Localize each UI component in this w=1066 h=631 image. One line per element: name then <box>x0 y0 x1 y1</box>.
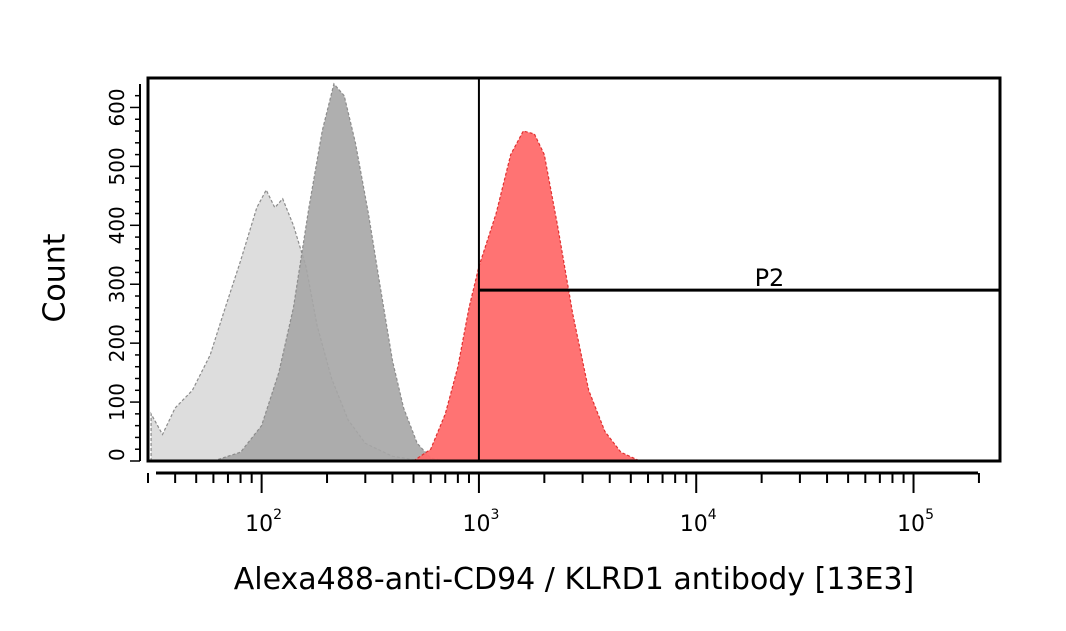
y-axis-label: Count <box>37 233 73 323</box>
histogram-series-group <box>150 82 641 462</box>
x-tick-label: 102 <box>245 507 282 537</box>
plot-frame <box>146 76 1002 463</box>
x-tick-label: 104 <box>680 507 717 537</box>
x-tick-label: 103 <box>462 507 499 537</box>
y-axis: 0 100 200 300 400 500 600 <box>105 84 141 462</box>
y-tick-label: 0 <box>105 448 129 461</box>
y-tick-label: 500 <box>105 147 129 185</box>
y-tick-label: 200 <box>105 324 129 362</box>
gate-p2: P2 <box>477 78 1000 461</box>
histogram-series-3 <box>411 130 641 462</box>
y-tick-label: 600 <box>105 88 129 126</box>
gate-label: P2 <box>755 264 785 292</box>
y-tick-label: 100 <box>105 383 129 421</box>
y-tick-label: 400 <box>105 206 129 244</box>
x-axis-label: Alexa488-anti-CD94 / KLRD1 antibody [13E… <box>233 562 915 597</box>
x-tick-label: 105 <box>897 507 934 537</box>
y-tick-label: 300 <box>105 265 129 303</box>
histogram-series-2 <box>213 82 446 462</box>
x-axis: 102 103 104 105 <box>147 471 980 537</box>
